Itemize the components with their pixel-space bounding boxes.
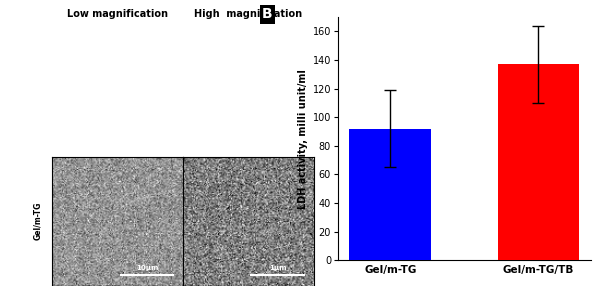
- Text: Gel/m-TG: Gel/m-TG: [33, 202, 42, 241]
- Text: High  magnification: High magnification: [194, 9, 303, 19]
- Text: 10μm: 10μm: [136, 265, 158, 271]
- Bar: [498, 64, 579, 260]
- Y-axis label: LDH activity, milli unit/ml: LDH activity, milli unit/ml: [298, 69, 308, 209]
- Text: A: A: [6, 16, 17, 30]
- Text: B: B: [262, 7, 273, 21]
- Text: Low magnification: Low magnification: [67, 9, 168, 19]
- Bar: [350, 129, 431, 260]
- Text: 1μm: 1μm: [269, 265, 286, 271]
